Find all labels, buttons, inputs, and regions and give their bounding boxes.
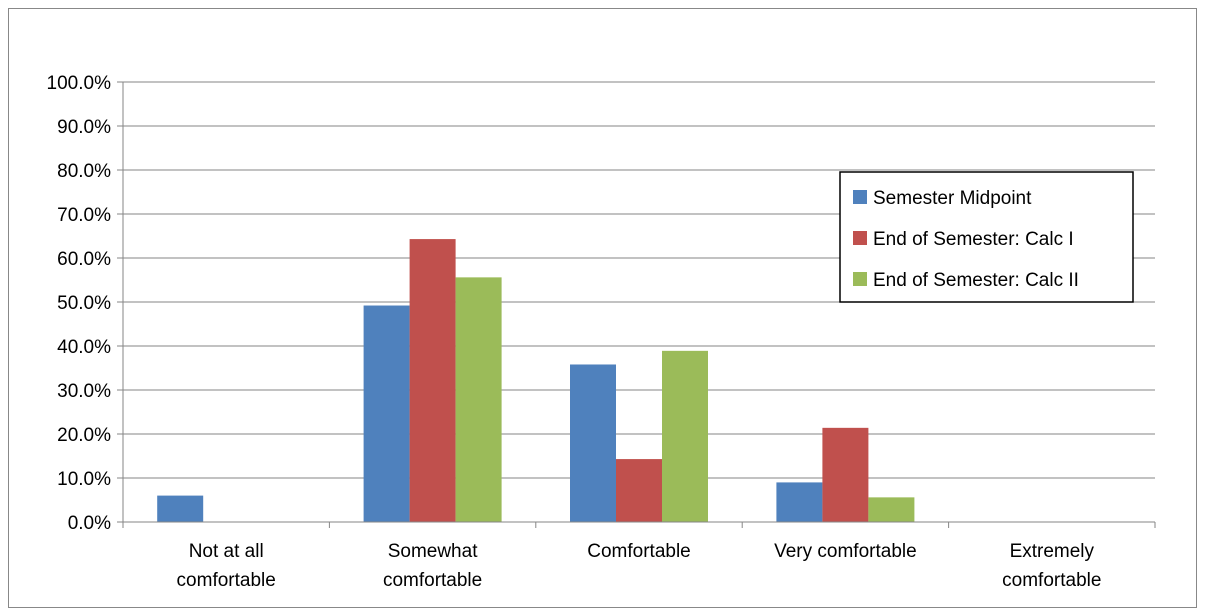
bar-3-3 [662, 350, 708, 522]
axes [117, 81, 1156, 528]
x-category-label-line: comfortable [383, 570, 482, 591]
y-tick-label: 0.0% [68, 513, 111, 534]
y-tick-label: 70.0% [57, 205, 111, 226]
bar-2-2 [409, 239, 456, 522]
y-tick-label: 10.0% [57, 469, 111, 490]
y-tick-label: 60.0% [57, 249, 111, 270]
y-tick-labels: 0.0% 10.0% 20.0% 30.0% 40.0% 50.0% 60.0% 70.0% 8… [47, 73, 112, 534]
y-tick-label: 20.0% [57, 425, 111, 446]
bar-2-4 [822, 427, 869, 522]
x-category-label-line: Very comfortable [774, 541, 917, 562]
x-category-labels: Not at all comfortable Somewhat comfortable… [177, 541, 1102, 591]
legend-box [839, 171, 1134, 303]
legend-swatch [853, 190, 867, 204]
x-category-label: Somewhat comfortable [383, 541, 482, 591]
x-category-label-line: Not at all [189, 541, 264, 562]
x-category-label: Extremely comfortable [1002, 541, 1101, 591]
legend-entry: End of Semester: Calc II [873, 270, 1079, 291]
legend: Semester Midpoint End of Semester: Calc I… [839, 171, 1134, 303]
x-category-label-line: comfortable [1002, 570, 1101, 591]
legend-swatch [853, 231, 867, 245]
x-category-label-line: Comfortable [587, 541, 691, 562]
y-tick-label: 90.0% [57, 117, 111, 138]
y-tick-label: 30.0% [57, 381, 111, 402]
bar-1-3 [570, 364, 616, 522]
x-category-label-line: Extremely [1010, 541, 1095, 562]
bar-3-4 [868, 497, 915, 522]
x-category-label: Very comfortable [774, 541, 917, 562]
y-tick-label: 50.0% [57, 293, 111, 314]
bar-1-2 [363, 305, 410, 522]
y-tick-label: 80.0% [57, 161, 111, 182]
x-category-label: Not at all comfortable [177, 541, 276, 591]
x-category-label: Comfortable [587, 541, 691, 562]
bars [157, 239, 915, 522]
bar-3-2 [455, 277, 502, 522]
bar-1-4 [776, 482, 823, 522]
x-category-label-line: Somewhat [388, 541, 478, 562]
y-tick-label: 40.0% [57, 337, 111, 358]
x-category-label-line: comfortable [177, 570, 276, 591]
bar-2-3 [616, 459, 662, 522]
y-tick-label: 100.0% [47, 73, 112, 94]
legend-entry: End of Semester: Calc I [873, 229, 1074, 250]
legend-entry: Semester Midpoint [873, 188, 1032, 209]
legend-swatch [853, 272, 867, 286]
bar-1-1 [157, 495, 204, 522]
